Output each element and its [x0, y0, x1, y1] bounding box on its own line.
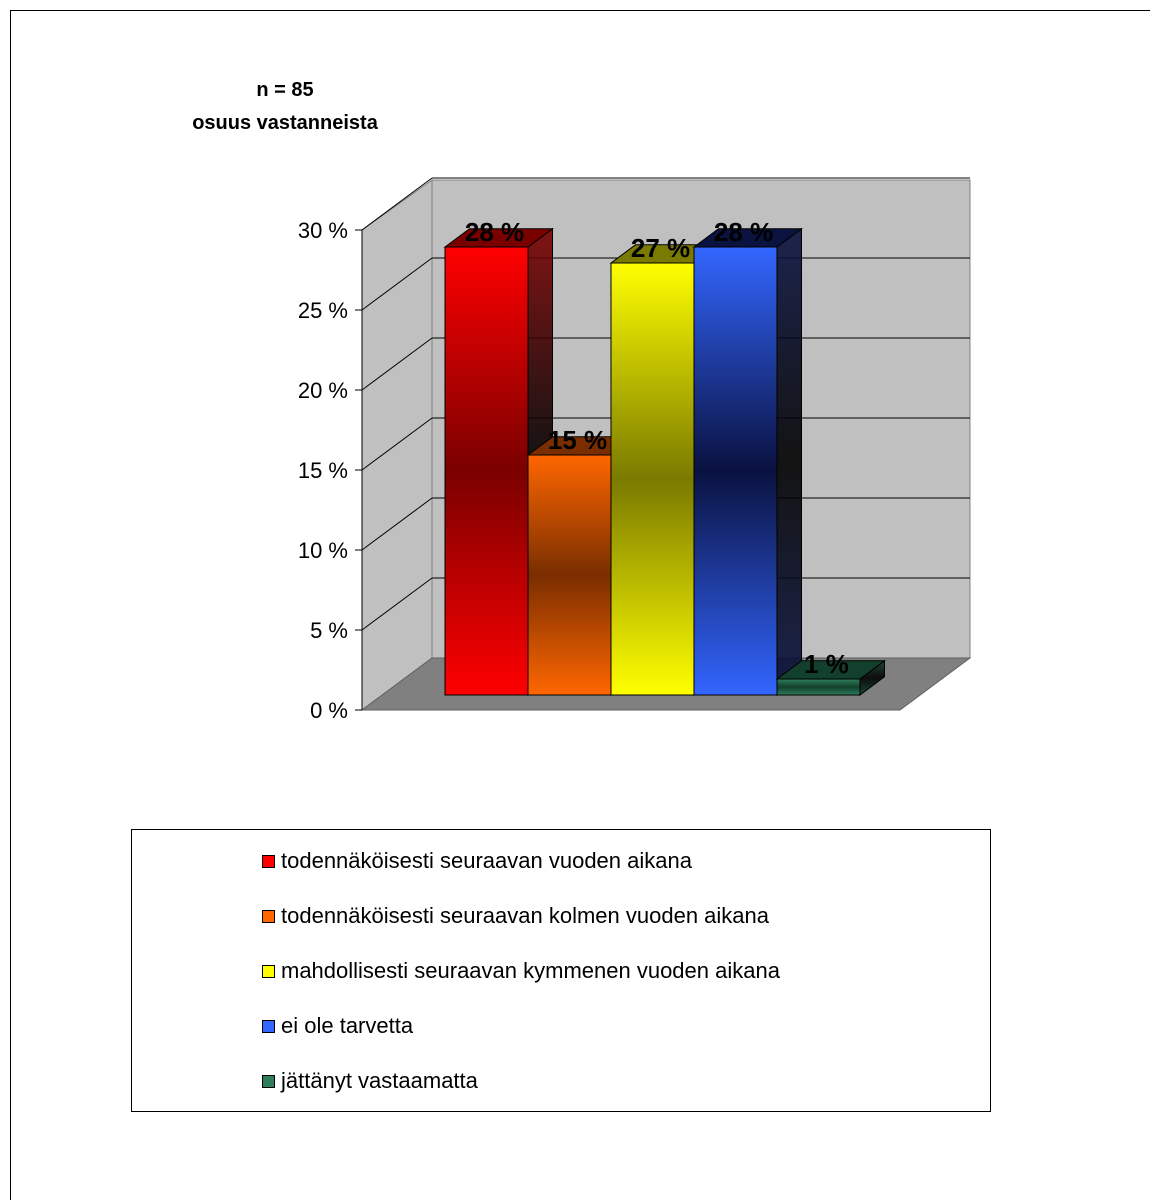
legend-label: todennäköisesti seuraavan kolmen vuoden …	[281, 903, 769, 928]
bar-side	[776, 227, 802, 696]
bar-5: 1 %	[775, 649, 887, 696]
legend-swatch	[262, 1074, 275, 1088]
y-tick-label: 25 %	[298, 298, 348, 323]
chart-frame	[10, 10, 1150, 1200]
legend-swatch	[262, 909, 275, 923]
legend-swatch	[262, 964, 275, 978]
gridline-side	[361, 337, 433, 391]
bar-front	[693, 246, 778, 696]
data-label: 15 %	[548, 425, 607, 455]
legend-label: ei ole tarvetta	[281, 1013, 414, 1038]
gridline-side	[361, 257, 433, 311]
legend-swatch	[262, 1019, 275, 1033]
y-tick-label: 30 %	[298, 218, 348, 243]
plot-area: 0 % 5 % 10 % 15 % 20 % 25 % 30 % 28 % 15 % 27 % 28…	[298, 177, 972, 723]
data-label: 28 %	[465, 217, 524, 247]
legend-item: ei ole tarvetta	[262, 1013, 413, 1039]
bar-4: 28 %	[692, 217, 804, 696]
y-tick-label: 5 %	[310, 618, 348, 643]
legend-item: todennäköisesti seuraavan vuoden aikana	[262, 848, 692, 874]
y-tick-label: 0 %	[310, 698, 348, 723]
legend: todennäköisesti seuraavan vuoden aikana t…	[131, 829, 991, 1112]
data-label: 1 %	[804, 649, 849, 679]
bar-front	[610, 262, 695, 696]
legend-swatch	[262, 854, 275, 868]
legend-item: jättänyt vastaamatta	[262, 1068, 478, 1094]
legend-label: jättänyt vastaamatta	[281, 1068, 478, 1093]
bar-front	[527, 454, 612, 696]
y-tick-label: 20 %	[298, 378, 348, 403]
chart-subtitle: osuus vastanneista	[192, 112, 379, 134]
y-tick-label: 15 %	[298, 458, 348, 483]
y-tick-label: 10 %	[298, 538, 348, 563]
data-label: 27 %	[631, 233, 690, 263]
bar-front	[776, 678, 861, 696]
legend-item: todennäköisesti seuraavan kolmen vuoden …	[262, 903, 769, 929]
side-wall	[361, 179, 433, 711]
data-label: 28 %	[714, 217, 773, 247]
legend-label: todennäköisesti seuraavan vuoden aikana	[281, 848, 692, 873]
chart-title: n = 85	[256, 79, 313, 101]
bar-1: 28 %	[443, 217, 555, 696]
gridline-side	[361, 417, 433, 471]
bar-front	[444, 246, 529, 696]
legend-item: mahdollisesti seuraavan kymmenen vuoden …	[262, 958, 780, 984]
gridline-side	[361, 177, 433, 231]
gridline-side	[361, 497, 433, 551]
gridline-side	[361, 577, 433, 631]
legend-label: mahdollisesti seuraavan kymmenen vuoden …	[281, 958, 780, 983]
